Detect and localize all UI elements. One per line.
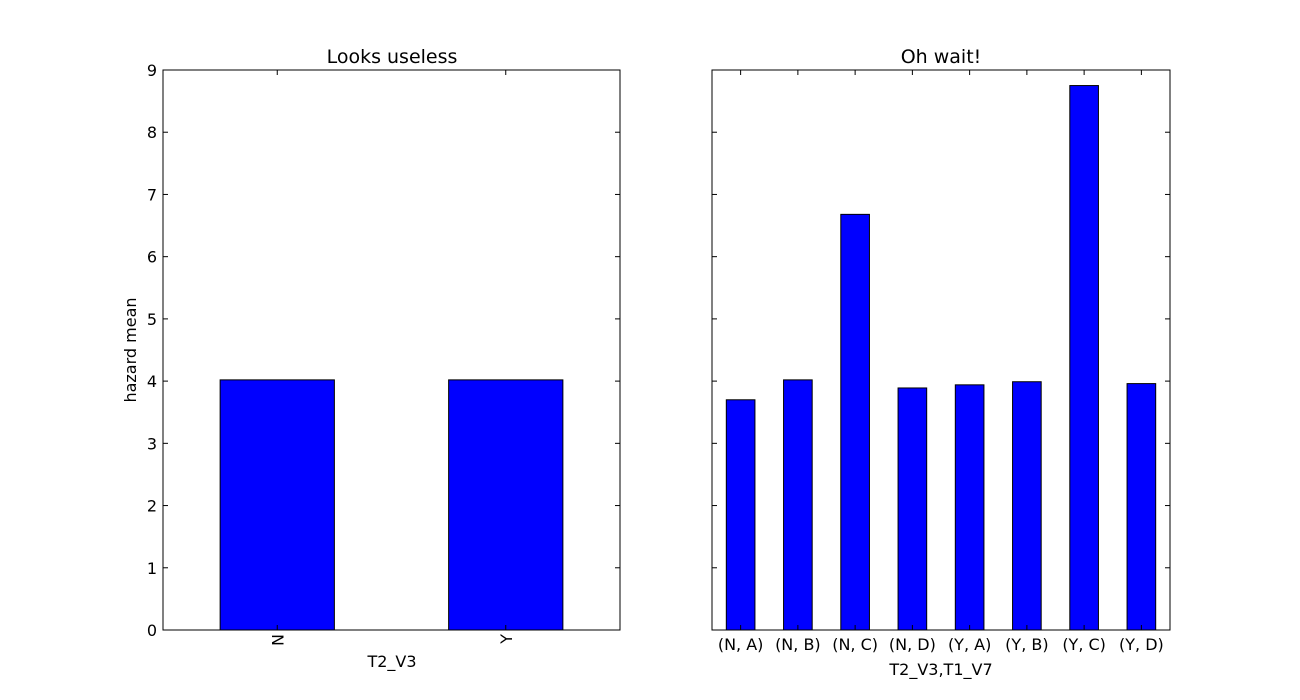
chart-right-ticks: (N, A) (N, B) (N, C) (N, D) (Y, A) (Y, B) (Y, … [712, 69, 1170, 654]
chart-left-y-tick-label: 5 [147, 310, 157, 329]
chart-left-bar [219, 379, 335, 631]
chart-left-ticks: 0 1 2 3 4 5 6 7 8 9 N Y [147, 61, 620, 646]
chart-right-x-tick-label: (Y, A) [948, 635, 991, 654]
chart-left-y-tick-label: 7 [147, 185, 157, 204]
chart-right-x-tick-label: (N, C) [832, 635, 878, 654]
chart-left-y-axis-label: hazard mean [121, 297, 140, 402]
chart-left-x-axis-label: T2_V3 [366, 652, 416, 672]
chart-left-bars [219, 379, 564, 631]
chart-right-x-tick-label: (N, D) [889, 635, 936, 654]
chart-right-x-tick-label: (Y, D) [1119, 635, 1164, 654]
chart-left-y-tick-label: 1 [147, 559, 157, 578]
chart-right-bar [1012, 381, 1042, 631]
chart-right-x-tick-label: (Y, B) [1005, 635, 1048, 654]
chart-right-x-tick-label: (Y, C) [1062, 635, 1106, 654]
chart-left-y-tick-label: 4 [147, 372, 157, 391]
chart-right-x-tick-label: (N, A) [718, 635, 764, 654]
chart-right-bar [1069, 85, 1099, 631]
chart-left-y-tick-label: 3 [147, 434, 157, 453]
chart-left-y-tick-label: 2 [147, 497, 157, 516]
chart-left-y-tick-label: 8 [147, 123, 157, 142]
chart-left-bar [448, 379, 564, 631]
chart-right-title: Oh wait! [901, 46, 982, 68]
chart-right: Oh wait! (N, A) (N, B) (N, C) (N, D) (Y, A)(… [711, 46, 1171, 680]
chart-right-bar [783, 379, 813, 631]
chart-left-title: Looks useless [327, 46, 458, 68]
chart-right-bar [725, 399, 756, 631]
chart-right-bar [1126, 383, 1157, 631]
chart-left-plot-area [162, 69, 621, 631]
chart-right-bar [954, 384, 985, 631]
chart-right-x-axis-label: T2_V3,T1_V7 [888, 660, 992, 680]
chart-right-x-tick-label: (N, B) [775, 635, 821, 654]
chart-right-bar [840, 213, 870, 631]
chart-left-y-tick-label: 0 [147, 621, 157, 640]
chart-left-y-tick-label: 9 [147, 61, 157, 80]
chart-left-y-tick-label: 6 [147, 248, 157, 267]
chart-left: Looks useless 0 1 2 3 4 5 6 7 8 9 N Y T2_V3 hazard … [121, 46, 621, 672]
chart-left-x-tick-label: N [268, 634, 287, 646]
chart-left-x-tick-label: Y [497, 634, 516, 645]
chart-right-plot-area [711, 69, 1171, 631]
chart-right-bar [897, 387, 928, 631]
chart-right-bars [725, 85, 1157, 631]
